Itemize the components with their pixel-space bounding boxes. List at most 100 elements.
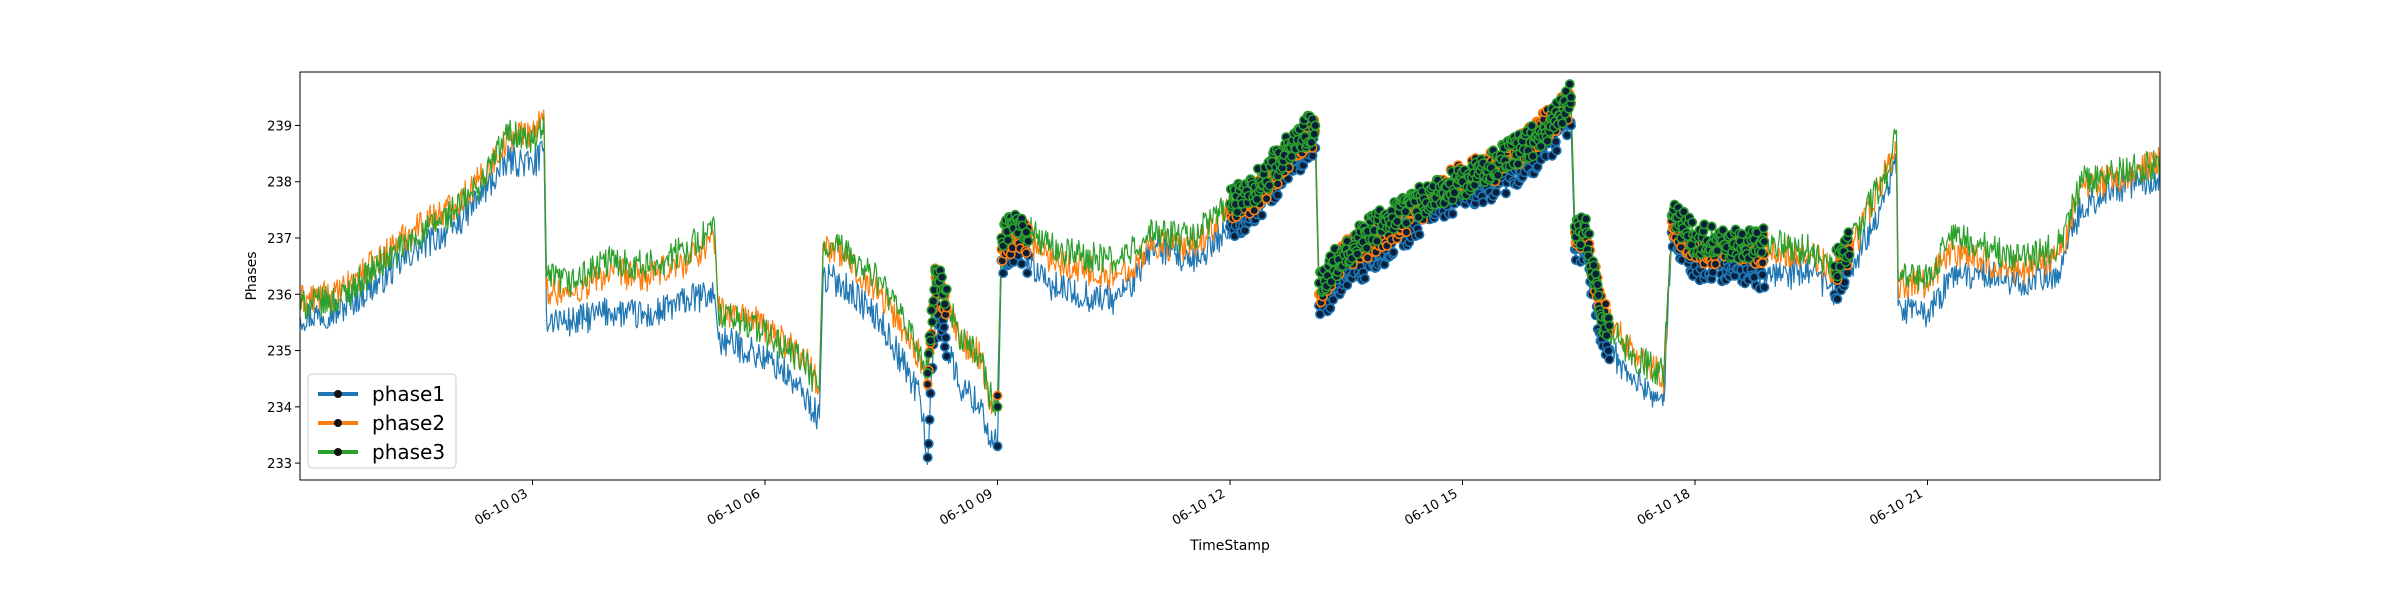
data-point-phase2 xyxy=(1600,298,1611,309)
data-point-phase3 xyxy=(925,335,936,346)
data-point-phase1 xyxy=(998,268,1009,279)
legend-box xyxy=(307,373,457,469)
data-point-phase1 xyxy=(939,341,950,352)
data-point-phase3 xyxy=(1566,92,1577,103)
data-point-phase3 xyxy=(1306,137,1317,148)
data-point-phase3 xyxy=(939,299,950,310)
data-point-phase2 xyxy=(1401,227,1412,238)
data-point-phase3 xyxy=(923,348,934,359)
marker-layer xyxy=(922,79,1855,463)
data-point-phase3 xyxy=(1232,207,1243,218)
data-point-phase1 xyxy=(1022,267,1033,278)
data-point-phase3 xyxy=(1002,235,1013,246)
data-point-phase3 xyxy=(1400,206,1411,217)
data-point-phase1 xyxy=(1325,303,1336,314)
y-tick-label: 235 xyxy=(267,345,292,360)
data-point-phase1 xyxy=(925,388,936,399)
data-point-phase3 xyxy=(1352,249,1363,260)
data-point-phase3 xyxy=(1449,187,1460,198)
data-point-phase3 xyxy=(1584,228,1595,239)
data-point-phase2 xyxy=(1021,248,1032,259)
data-point-phase3 xyxy=(1843,227,1854,238)
data-point-phase1 xyxy=(992,441,1003,452)
data-point-phase3 xyxy=(1564,79,1575,90)
data-point-phase3 xyxy=(1758,223,1769,234)
y-axis: 233 234 235 236 237 238 239 xyxy=(267,119,300,472)
data-point-phase3 xyxy=(1604,320,1615,331)
legend-label-phase2: phase2 xyxy=(372,411,445,435)
data-point-phase1 xyxy=(1388,247,1399,258)
data-point-phase3 xyxy=(1592,279,1603,290)
data-point-phase1 xyxy=(1328,294,1339,305)
data-point-phase1 xyxy=(941,351,952,362)
data-point-phase3 xyxy=(1590,268,1601,279)
data-point-phase3 xyxy=(1513,159,1524,170)
data-point-phase3 xyxy=(928,296,939,307)
data-point-phase3 xyxy=(1310,120,1321,131)
data-point-phase3 xyxy=(1832,271,1843,282)
data-point-phase3 xyxy=(1021,227,1032,238)
data-point-phase1 xyxy=(1447,208,1458,219)
y-tick-label: 236 xyxy=(267,288,292,303)
data-point-phase3 xyxy=(1527,151,1538,162)
data-point-phase3 xyxy=(1759,236,1770,247)
data-point-phase2 xyxy=(1261,193,1272,204)
data-point-phase1 xyxy=(1491,187,1502,198)
data-point-phase3 xyxy=(1361,243,1372,254)
data-point-phase3 xyxy=(1401,218,1412,229)
data-point-phase1 xyxy=(1759,282,1770,293)
data-point-phase3 xyxy=(936,272,947,283)
data-point-phase1 xyxy=(1500,188,1511,199)
data-point-phase1 xyxy=(1359,273,1370,284)
legend-marker-phase2 xyxy=(334,419,342,427)
data-point-phase2 xyxy=(992,390,1003,401)
data-point-phase1 xyxy=(1016,258,1027,269)
data-point-phase3 xyxy=(922,368,933,379)
y-tick-label: 233 xyxy=(267,457,292,472)
data-point-phase3 xyxy=(926,305,937,316)
data-point-phase3 xyxy=(1286,151,1297,162)
data-point-phase1 xyxy=(1478,197,1489,208)
data-point-phase1 xyxy=(923,438,934,449)
data-point-phase3 xyxy=(1557,118,1568,129)
data-point-phase1 xyxy=(1832,293,1843,304)
data-point-phase3 xyxy=(1706,221,1717,232)
legend-marker-phase1 xyxy=(334,390,342,398)
data-point-phase3 xyxy=(1756,247,1767,258)
data-point-phase3 xyxy=(1492,170,1503,181)
data-point-phase1 xyxy=(1757,269,1768,280)
data-point-phase2 xyxy=(922,379,933,390)
data-point-phase3 xyxy=(1371,236,1382,247)
data-point-phase3 xyxy=(941,284,952,295)
data-point-phase3 xyxy=(1844,250,1855,261)
data-point-phase1 xyxy=(940,332,951,343)
data-point-phase3 xyxy=(1542,136,1553,147)
legend: phase1 phase2 phase3 xyxy=(307,373,457,469)
legend-label-phase3: phase3 xyxy=(372,440,445,464)
data-point-phase1 xyxy=(924,414,935,425)
data-point-phase1 xyxy=(1272,190,1283,201)
data-point-phase1 xyxy=(1562,130,1573,141)
data-point-phase1 xyxy=(1256,210,1267,221)
data-point-phase3 xyxy=(1023,236,1034,247)
data-point-phase2 xyxy=(1757,257,1768,268)
data-point-phase3 xyxy=(1601,330,1612,341)
x-axis-label: TimeStamp xyxy=(1189,538,1270,554)
data-point-phase3 xyxy=(1309,129,1320,140)
y-tick-label: 234 xyxy=(267,401,292,416)
data-point-phase3 xyxy=(1526,120,1537,131)
data-point-phase1 xyxy=(1414,229,1425,240)
data-point-phase1 xyxy=(1604,354,1615,365)
data-point-phase3 xyxy=(1687,217,1698,228)
legend-label-phase1: phase1 xyxy=(372,382,445,406)
data-point-phase3 xyxy=(1581,214,1592,225)
data-point-phase2 xyxy=(1710,259,1721,270)
data-point-phase1 xyxy=(938,322,949,333)
data-point-phase3 xyxy=(1575,239,1586,250)
data-point-phase2 xyxy=(1272,178,1283,189)
data-point-phase3 xyxy=(927,316,938,327)
legend-marker-phase3 xyxy=(334,448,342,456)
data-point-phase2 xyxy=(1362,252,1373,263)
